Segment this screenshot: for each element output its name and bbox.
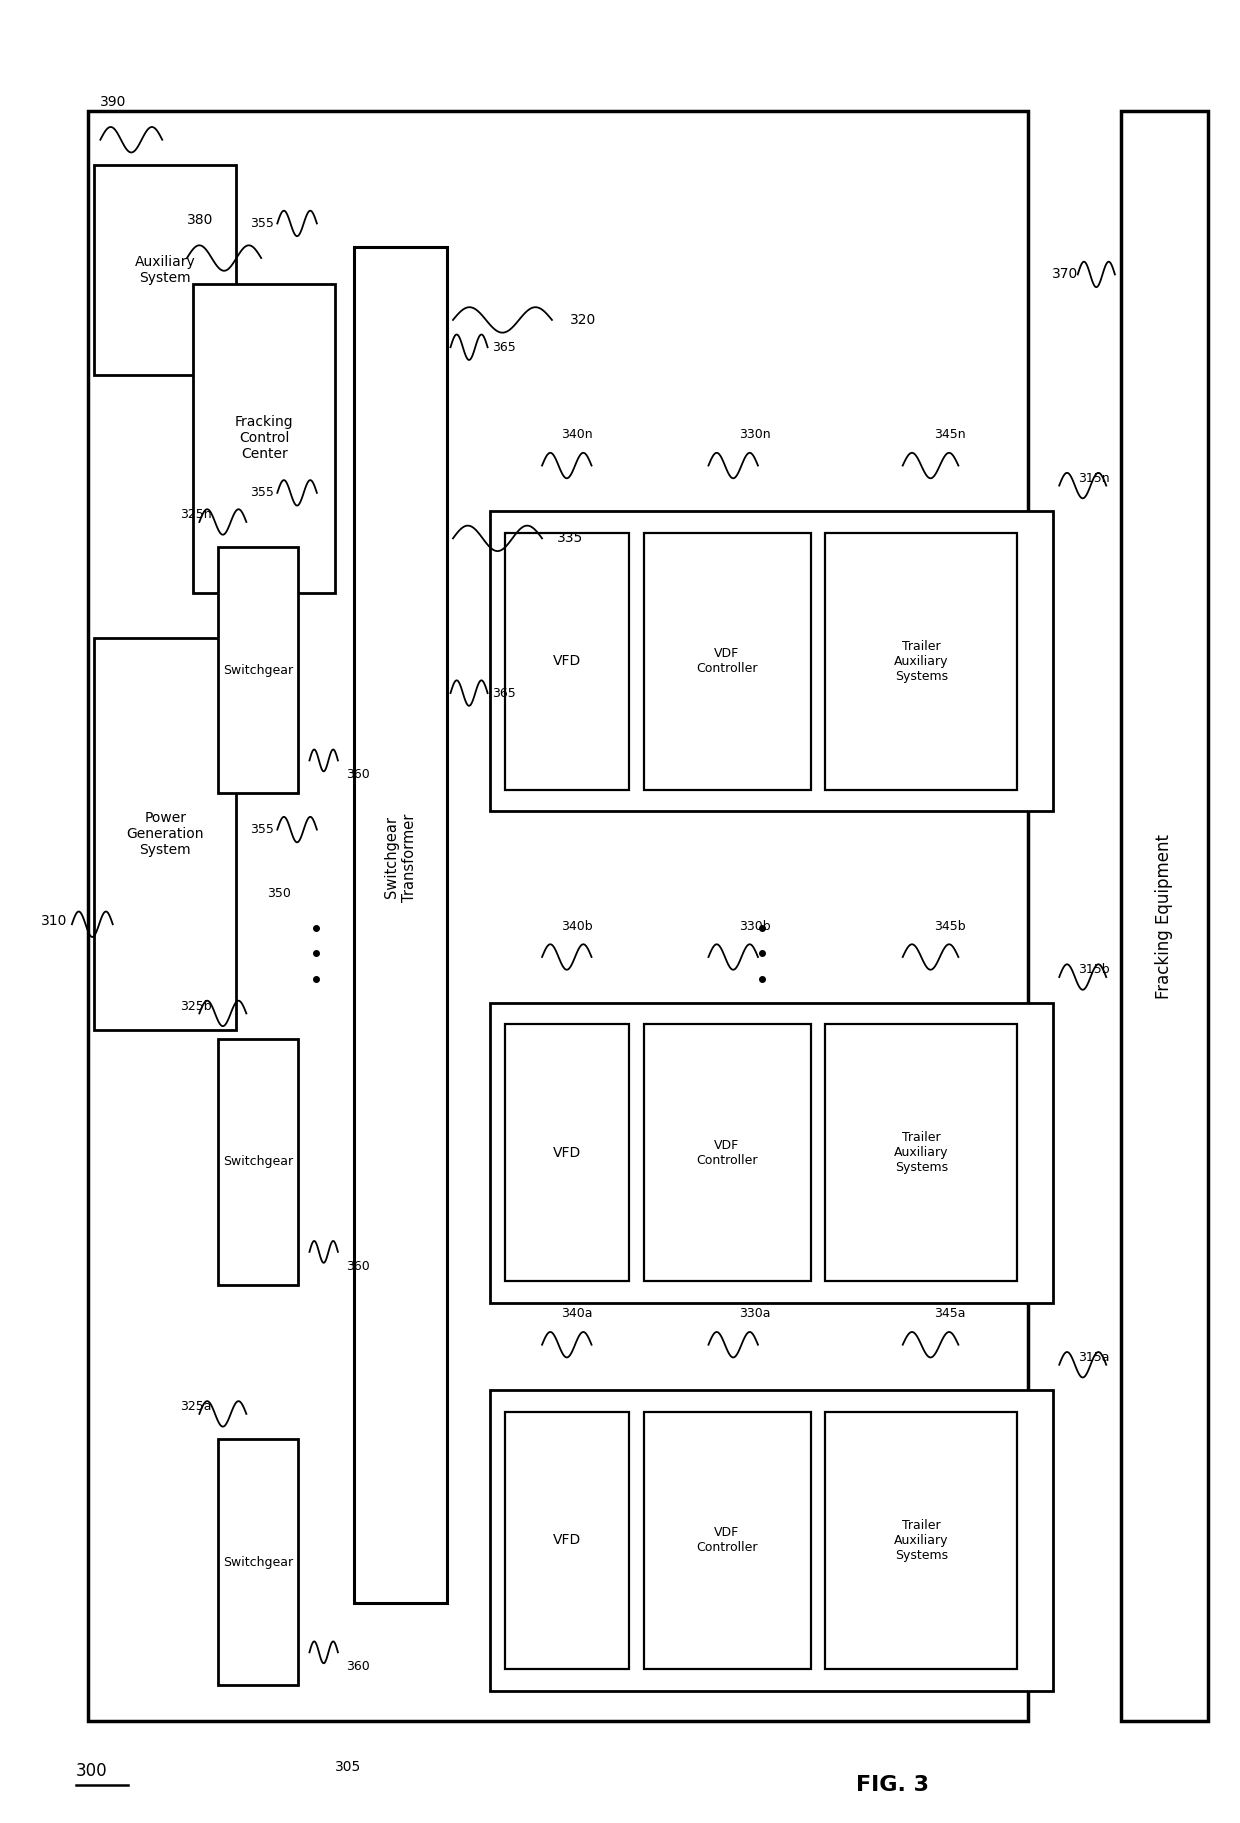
Text: 330b: 330b bbox=[739, 919, 771, 933]
Text: Fracking Equipment: Fracking Equipment bbox=[1156, 833, 1173, 999]
Text: Switchgear: Switchgear bbox=[223, 664, 293, 676]
Bar bbox=[94, 638, 237, 1030]
Text: 345a: 345a bbox=[934, 1307, 965, 1320]
Text: 315b: 315b bbox=[1078, 963, 1110, 977]
Text: 305: 305 bbox=[335, 1759, 361, 1774]
Text: 325b: 325b bbox=[180, 999, 212, 1012]
Text: Fracking
Control
Center: Fracking Control Center bbox=[236, 416, 294, 461]
Text: 390: 390 bbox=[100, 95, 126, 109]
Text: Auxiliary
System: Auxiliary System bbox=[135, 255, 196, 284]
Text: 360: 360 bbox=[346, 769, 371, 782]
Bar bbox=[505, 1025, 629, 1282]
Text: 340b: 340b bbox=[560, 919, 593, 933]
Bar bbox=[353, 248, 446, 1602]
Bar bbox=[644, 1413, 811, 1668]
Text: 365: 365 bbox=[492, 341, 516, 354]
Text: 330a: 330a bbox=[739, 1307, 771, 1320]
Bar bbox=[94, 166, 237, 374]
Text: 370: 370 bbox=[1053, 268, 1079, 281]
Text: 360: 360 bbox=[346, 1661, 371, 1674]
Bar bbox=[218, 1440, 299, 1684]
Text: VFD: VFD bbox=[553, 1533, 580, 1548]
Text: 380: 380 bbox=[187, 213, 213, 226]
Text: 310: 310 bbox=[41, 913, 68, 928]
Text: 355: 355 bbox=[249, 824, 274, 837]
Text: 315a: 315a bbox=[1078, 1351, 1110, 1364]
Text: 320: 320 bbox=[569, 314, 596, 326]
Text: Switchgear: Switchgear bbox=[223, 1156, 293, 1169]
Bar bbox=[505, 532, 629, 789]
Text: 345b: 345b bbox=[934, 919, 965, 933]
Text: 340a: 340a bbox=[560, 1307, 593, 1320]
Text: 345n: 345n bbox=[934, 428, 965, 441]
Text: FIG. 3: FIG. 3 bbox=[856, 1776, 929, 1796]
Bar bbox=[218, 1039, 299, 1285]
Text: Trailer
Auxiliary
Systems: Trailer Auxiliary Systems bbox=[894, 1132, 949, 1174]
Text: Power
Generation
System: Power Generation System bbox=[126, 811, 205, 857]
Text: 325a: 325a bbox=[180, 1400, 212, 1413]
Bar bbox=[490, 1391, 1053, 1690]
Text: 350: 350 bbox=[268, 886, 291, 901]
Text: 325n: 325n bbox=[180, 509, 212, 521]
Text: Switchgear: Switchgear bbox=[223, 1555, 293, 1570]
Text: VDF
Controller: VDF Controller bbox=[697, 1526, 758, 1555]
Bar bbox=[505, 1413, 629, 1668]
Bar bbox=[218, 547, 299, 793]
Bar bbox=[644, 532, 811, 789]
Text: 330n: 330n bbox=[739, 428, 771, 441]
Bar bbox=[826, 1025, 1017, 1282]
Text: VFD: VFD bbox=[553, 654, 580, 669]
Bar bbox=[490, 1003, 1053, 1303]
Text: VDF
Controller: VDF Controller bbox=[697, 1139, 758, 1167]
Text: Trailer
Auxiliary
Systems: Trailer Auxiliary Systems bbox=[894, 640, 949, 684]
Bar bbox=[88, 111, 1028, 1721]
Bar bbox=[826, 1413, 1017, 1668]
Text: 335: 335 bbox=[558, 530, 584, 545]
Text: 365: 365 bbox=[492, 687, 516, 700]
Bar bbox=[490, 510, 1053, 811]
Text: Switchgear
Transformer: Switchgear Transformer bbox=[384, 813, 417, 902]
Text: 340n: 340n bbox=[560, 428, 593, 441]
Text: VFD: VFD bbox=[553, 1145, 580, 1159]
Bar bbox=[644, 1025, 811, 1282]
Text: VDF
Controller: VDF Controller bbox=[697, 647, 758, 675]
Text: Trailer
Auxiliary
Systems: Trailer Auxiliary Systems bbox=[894, 1519, 949, 1562]
Bar bbox=[1121, 111, 1208, 1721]
Text: 315n: 315n bbox=[1078, 472, 1110, 485]
Text: 300: 300 bbox=[76, 1761, 107, 1779]
Text: 360: 360 bbox=[346, 1260, 371, 1272]
Bar bbox=[193, 284, 336, 592]
Text: 355: 355 bbox=[249, 217, 274, 230]
Text: 355: 355 bbox=[249, 487, 274, 500]
Bar bbox=[826, 532, 1017, 789]
